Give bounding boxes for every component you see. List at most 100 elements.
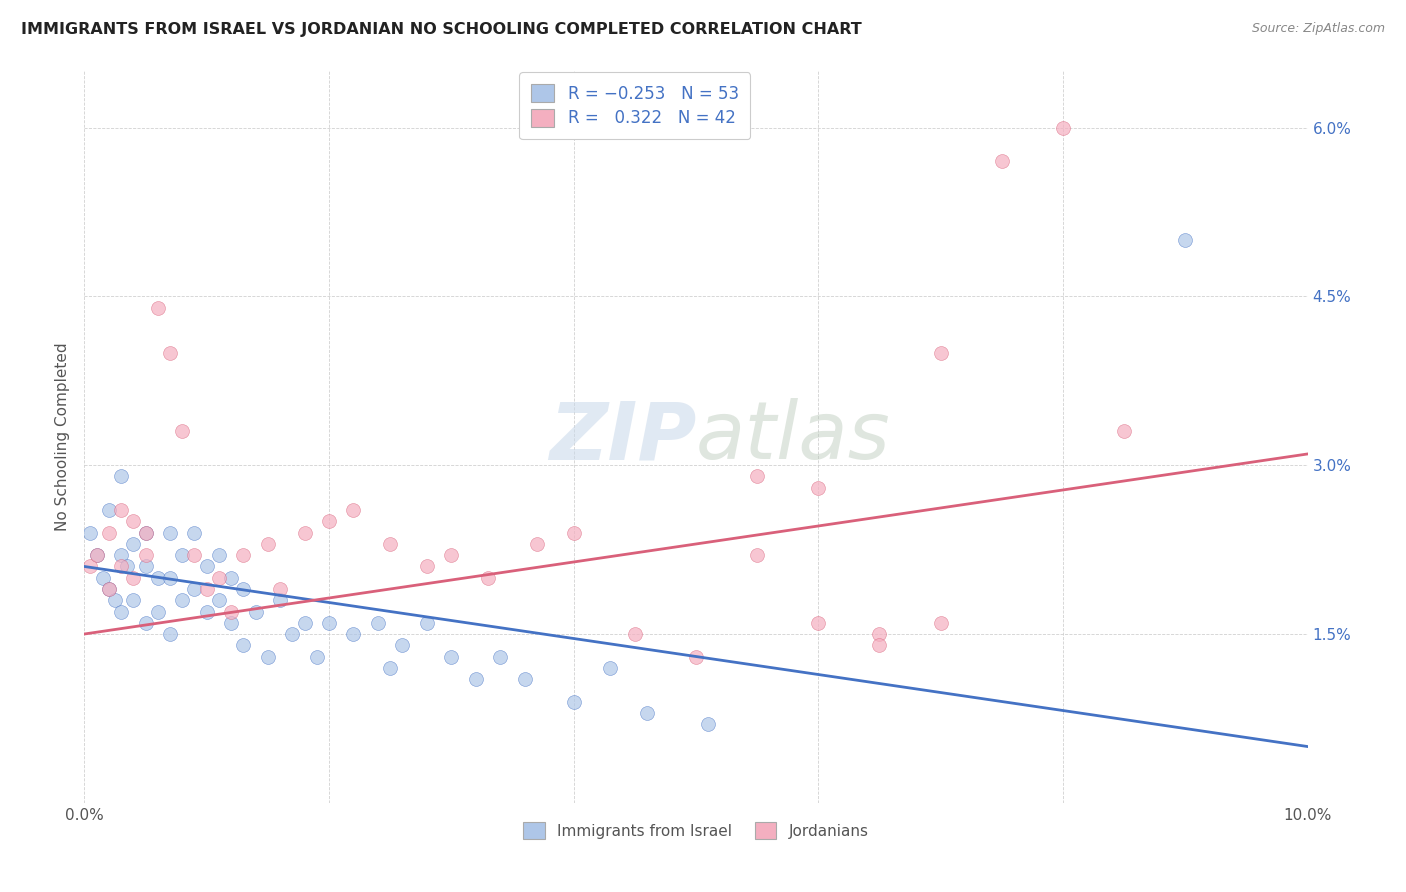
Point bbox=[172, 593, 194, 607]
Point bbox=[122, 593, 145, 607]
Point bbox=[110, 559, 132, 574]
Point bbox=[281, 627, 304, 641]
Point bbox=[219, 571, 242, 585]
Point bbox=[685, 649, 707, 664]
Point bbox=[208, 571, 231, 585]
Point bbox=[122, 571, 145, 585]
Text: Source: ZipAtlas.com: Source: ZipAtlas.com bbox=[1251, 22, 1385, 36]
Point bbox=[807, 481, 830, 495]
Point bbox=[110, 469, 132, 483]
Point bbox=[110, 503, 132, 517]
Point bbox=[269, 593, 291, 607]
Point bbox=[1114, 425, 1136, 439]
Point bbox=[122, 537, 145, 551]
Text: IMMIGRANTS FROM ISRAEL VS JORDANIAN NO SCHOOLING COMPLETED CORRELATION CHART: IMMIGRANTS FROM ISRAEL VS JORDANIAN NO S… bbox=[21, 22, 862, 37]
Point bbox=[464, 672, 486, 686]
Point bbox=[122, 515, 145, 529]
Point bbox=[97, 582, 120, 596]
Point bbox=[513, 672, 536, 686]
Point bbox=[195, 605, 218, 619]
Point bbox=[135, 615, 157, 630]
Point bbox=[219, 615, 242, 630]
Point bbox=[294, 615, 316, 630]
Point bbox=[697, 717, 720, 731]
Point bbox=[219, 605, 242, 619]
Point bbox=[636, 706, 658, 720]
Point bbox=[91, 571, 114, 585]
Point bbox=[232, 548, 254, 562]
Legend: Immigrants from Israel, Jordanians: Immigrants from Israel, Jordanians bbox=[516, 814, 876, 847]
Point bbox=[159, 345, 181, 359]
Point bbox=[195, 582, 218, 596]
Point bbox=[159, 525, 181, 540]
Point bbox=[257, 537, 280, 551]
Point bbox=[183, 548, 205, 562]
Text: ZIP: ZIP bbox=[548, 398, 696, 476]
Point bbox=[97, 503, 120, 517]
Point bbox=[232, 582, 254, 596]
Point bbox=[477, 571, 499, 585]
Point bbox=[146, 571, 169, 585]
Point bbox=[929, 345, 952, 359]
Point bbox=[208, 548, 231, 562]
Point bbox=[440, 548, 463, 562]
Point bbox=[305, 649, 328, 664]
Point bbox=[380, 661, 402, 675]
Point bbox=[245, 605, 267, 619]
Point bbox=[104, 593, 127, 607]
Point bbox=[97, 525, 120, 540]
Point bbox=[110, 548, 132, 562]
Text: atlas: atlas bbox=[696, 398, 891, 476]
Point bbox=[195, 559, 218, 574]
Point bbox=[929, 615, 952, 630]
Point bbox=[135, 525, 157, 540]
Point bbox=[135, 525, 157, 540]
Point bbox=[342, 627, 364, 641]
Point bbox=[159, 627, 181, 641]
Y-axis label: No Schooling Completed: No Schooling Completed bbox=[55, 343, 70, 532]
Point bbox=[624, 627, 647, 641]
Point bbox=[391, 638, 413, 652]
Point bbox=[342, 503, 364, 517]
Point bbox=[318, 515, 340, 529]
Point bbox=[380, 537, 402, 551]
Point bbox=[183, 582, 205, 596]
Point bbox=[1052, 120, 1074, 135]
Point bbox=[172, 425, 194, 439]
Point bbox=[747, 469, 769, 483]
Point bbox=[79, 525, 101, 540]
Point bbox=[562, 694, 585, 708]
Point bbox=[599, 661, 621, 675]
Point bbox=[747, 548, 769, 562]
Point bbox=[86, 548, 108, 562]
Point bbox=[562, 525, 585, 540]
Point bbox=[869, 638, 891, 652]
Point bbox=[416, 559, 439, 574]
Point bbox=[146, 605, 169, 619]
Point bbox=[159, 571, 181, 585]
Point bbox=[318, 615, 340, 630]
Point bbox=[208, 593, 231, 607]
Point bbox=[869, 627, 891, 641]
Point bbox=[526, 537, 548, 551]
Point bbox=[294, 525, 316, 540]
Point bbox=[269, 582, 291, 596]
Point bbox=[97, 582, 120, 596]
Point bbox=[232, 638, 254, 652]
Point bbox=[367, 615, 389, 630]
Point bbox=[172, 548, 194, 562]
Point bbox=[79, 559, 101, 574]
Point bbox=[416, 615, 439, 630]
Point bbox=[146, 301, 169, 315]
Point bbox=[440, 649, 463, 664]
Point bbox=[110, 605, 132, 619]
Point bbox=[135, 559, 157, 574]
Point bbox=[86, 548, 108, 562]
Point bbox=[991, 154, 1014, 169]
Point bbox=[183, 525, 205, 540]
Point bbox=[135, 548, 157, 562]
Point bbox=[489, 649, 512, 664]
Point bbox=[1174, 233, 1197, 247]
Point bbox=[115, 559, 138, 574]
Point bbox=[257, 649, 280, 664]
